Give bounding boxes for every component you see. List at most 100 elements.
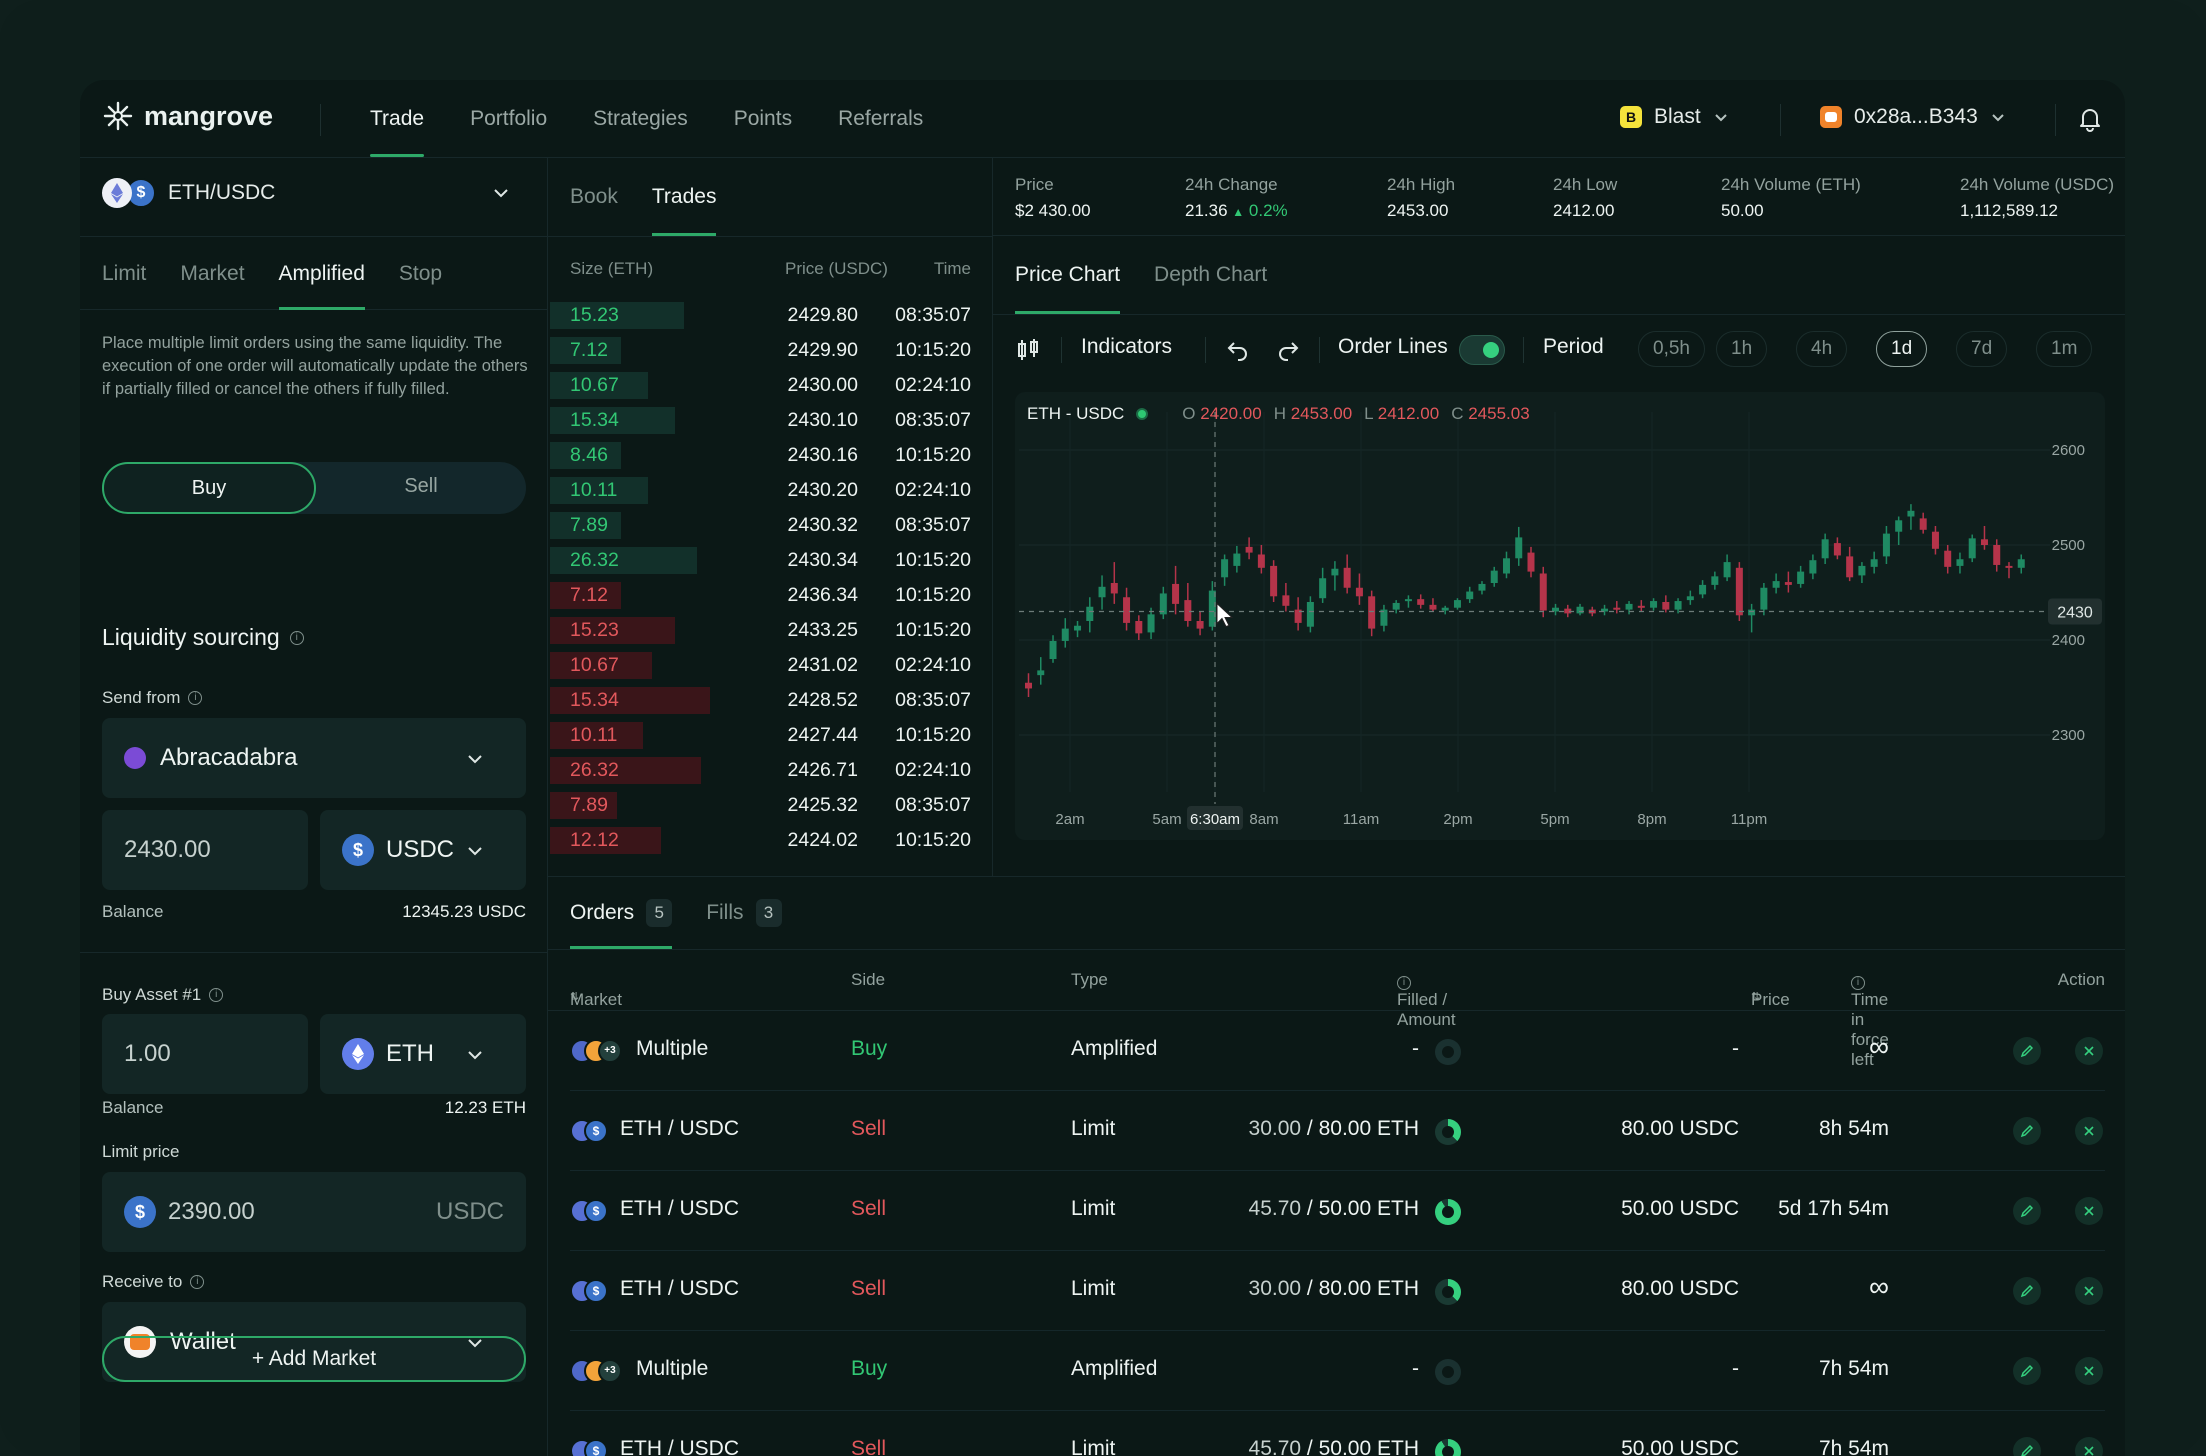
- tab-stop[interactable]: Stop: [398, 262, 443, 285]
- candlestick-chart[interactable]: 2430 2600 2500 2400 2300 2am 5am 6:30am 8am 11am…: [1015, 392, 2105, 840]
- candle-body: [1650, 601, 1658, 608]
- ohlc-key: L: [1364, 404, 1373, 423]
- tab-market[interactable]: Market: [180, 262, 245, 285]
- tab-book[interactable]: Book: [570, 185, 618, 208]
- col-label: Market: [570, 990, 622, 1009]
- candle-body: [1968, 538, 1976, 559]
- order-lines-toggle[interactable]: [1459, 335, 1505, 365]
- tab-fills[interactable]: Fills 3: [706, 877, 782, 949]
- col-label: Time in force left: [1851, 990, 1889, 1069]
- period-0-5h[interactable]: 0,5h: [1638, 331, 1705, 367]
- bell-icon[interactable]: [2078, 106, 2102, 132]
- sell-button[interactable]: Sell: [404, 475, 438, 497]
- order-form-panel: $ ETH/USDC Limit Market Amplified Stop P…: [80, 158, 548, 1456]
- candle-body: [1306, 602, 1314, 627]
- receive-to-label: Receive to i: [102, 1272, 205, 1292]
- add-market-button[interactable]: + Add Market: [102, 1336, 526, 1382]
- cancel-order-button[interactable]: [2075, 1197, 2103, 1225]
- edit-button[interactable]: [2013, 1277, 2041, 1305]
- cancel-order-button[interactable]: [2075, 1357, 2103, 1385]
- brand-logo[interactable]: mangrove: [102, 100, 273, 132]
- col-label: Price: [1751, 990, 1790, 1009]
- tab-price-chart[interactable]: Price Chart: [1015, 236, 1121, 314]
- period-4h[interactable]: 4h: [1796, 331, 1848, 367]
- edit-button[interactable]: [2013, 1037, 2041, 1065]
- period-1m[interactable]: 1m: [2036, 331, 2093, 367]
- buy-button[interactable]: Buy: [102, 462, 316, 514]
- order-row[interactable]: $ ETH / USDC Sell Limit 45.70 / 50.00 ETH 50.…: [570, 1411, 2105, 1456]
- trade-price: 2431.02: [787, 654, 859, 676]
- candle-body: [1760, 587, 1768, 610]
- edit-button[interactable]: [2013, 1357, 2041, 1385]
- tab-orders[interactable]: Orders 5: [570, 877, 673, 949]
- candle-body: [1797, 571, 1805, 584]
- edit-button[interactable]: [2013, 1197, 2041, 1225]
- tab-amplified[interactable]: Amplified: [278, 237, 366, 310]
- order-row[interactable]: $ ETH / USDC Sell Limit 45.70 / 50.00 ETH 50.…: [570, 1171, 2105, 1251]
- pencil-icon: [2021, 1444, 2034, 1456]
- chart-tabs: Price Chart Depth Chart: [1015, 236, 1267, 314]
- buy-token-select[interactable]: ETH: [320, 1014, 526, 1094]
- order-row[interactable]: +3 Multiple Buy Amplified - - 7h 54m: [570, 1331, 2105, 1411]
- candle-body: [1159, 593, 1167, 615]
- trade-row: 26.32 2426.71 02:24:10: [548, 753, 993, 788]
- nav-tab-points[interactable]: Points: [733, 107, 793, 130]
- tab-trades[interactable]: Trades: [651, 158, 716, 236]
- period-1d[interactable]: 1d: [1876, 331, 1928, 367]
- wallet-selector[interactable]: 0x28a...B343: [1820, 105, 2006, 129]
- info-icon[interactable]: i: [190, 1275, 205, 1289]
- limit-price-input[interactable]: $ 2390.00 USDC: [102, 1172, 526, 1252]
- trade-row: 10.67 2430.00 02:24:10: [548, 368, 993, 403]
- info-icon[interactable]: i: [289, 630, 304, 645]
- send-from-select[interactable]: Abracadabra: [102, 718, 526, 798]
- info-icon[interactable]: i: [1397, 976, 1411, 990]
- period-1h[interactable]: 1h: [1716, 331, 1768, 367]
- send-amount-input[interactable]: 2430.00: [102, 810, 308, 890]
- cancel-order-button[interactable]: [2075, 1037, 2103, 1065]
- buy-amount-input[interactable]: 1.00: [102, 1014, 308, 1094]
- send-token-select[interactable]: $ USDC: [320, 810, 526, 890]
- chain-selector[interactable]: B Blast: [1620, 105, 1729, 129]
- nav-tab-trade[interactable]: Trade: [370, 80, 425, 158]
- candle-body: [1208, 590, 1216, 627]
- order-time-in-force: 8h 54m: [1818, 1117, 1889, 1140]
- receive-to-select[interactable]: Wallet: [102, 1302, 526, 1382]
- order-row[interactable]: $ ETH / USDC Sell Limit 30.00 / 80.00 ETH 80.…: [570, 1091, 2105, 1171]
- info-icon[interactable]: i: [1851, 976, 1865, 990]
- redo-icon[interactable]: [1276, 339, 1300, 361]
- cancel-order-button[interactable]: [2075, 1117, 2103, 1145]
- chart-legend: ETH - USDC O 2420.00 H 2453.00 L 2412.00…: [1027, 404, 1530, 424]
- nav-tab-referrals[interactable]: Referrals: [838, 107, 924, 130]
- multi-token-icon: +3: [570, 1359, 622, 1383]
- price-chart[interactable]: 2430 2600 2500 2400 2300 2am 5am 6:30am 8am 11am…: [1015, 392, 2105, 840]
- pair-selector[interactable]: $ ETH/USDC: [102, 178, 275, 208]
- undo-icon[interactable]: [1226, 339, 1250, 361]
- cancel-order-button[interactable]: [2075, 1277, 2103, 1305]
- cancel-order-button[interactable]: [2075, 1437, 2103, 1456]
- tab-limit[interactable]: Limit: [102, 262, 147, 285]
- depth-bar: [550, 652, 653, 679]
- info-icon[interactable]: i: [188, 691, 203, 705]
- info-icon[interactable]: i: [209, 988, 224, 1002]
- stat-label: 24h Change: [1185, 175, 1278, 194]
- order-price: -: [1732, 1357, 1739, 1380]
- edit-button[interactable]: [2013, 1437, 2041, 1456]
- order-row[interactable]: $ ETH / USDC Sell Limit 30.00 / 80.00 ETH 80.…: [570, 1251, 2105, 1331]
- candlestick-icon[interactable]: [1015, 337, 1041, 363]
- tab-depth-chart[interactable]: Depth Chart: [1154, 263, 1268, 286]
- candle-body: [1858, 565, 1866, 576]
- limit-price-unit: USDC: [435, 1198, 504, 1225]
- order-time-in-force: 7h 54m: [1818, 1357, 1889, 1380]
- indicators-button[interactable]: Indicators: [1081, 335, 1173, 358]
- order-row[interactable]: +3 Multiple Buy Amplified - - ∞: [570, 1011, 2105, 1091]
- market-stats: Price $2 430.00 24h Change 21.36 ▲ 0.2% 24…: [993, 158, 2125, 236]
- nav-tab-strategies[interactable]: Strategies: [593, 107, 688, 130]
- nav-tab-portfolio[interactable]: Portfolio: [470, 107, 548, 130]
- period-7d[interactable]: 7d: [1956, 331, 2008, 367]
- chevron-down-icon[interactable]: [492, 184, 510, 202]
- close-icon: [2084, 1446, 2094, 1456]
- chart-pair-label: ETH - USDC: [1027, 404, 1125, 423]
- candle-body: [1429, 604, 1437, 610]
- candle-body: [1172, 583, 1180, 604]
- edit-button[interactable]: [2013, 1117, 2041, 1145]
